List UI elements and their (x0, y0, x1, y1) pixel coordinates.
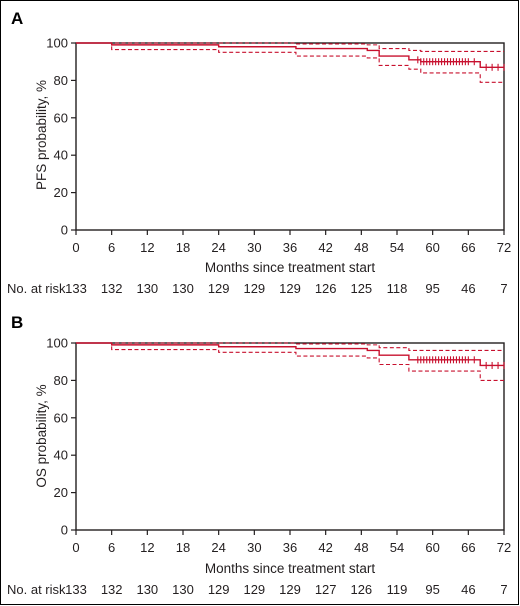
panel-b-risk-value: 132 (101, 582, 123, 597)
panel-b-risk-value: 7 (500, 582, 507, 597)
panel-a-x-tick-label: 24 (211, 240, 225, 255)
panel-a-risk-value: 129 (208, 281, 230, 296)
panel-b-label: B (11, 313, 23, 332)
panel-b-risk-value: 129 (243, 582, 265, 597)
panel-a-risk-value: 129 (279, 281, 301, 296)
panel-a-y-tick-label: 20 (54, 185, 68, 200)
panel-a-risk-value: 95 (425, 281, 439, 296)
panel-b-x-tick-label: 0 (72, 540, 79, 555)
panel-a-plot-frame (75, 42, 505, 231)
panel-a-x-tick-label: 66 (461, 240, 475, 255)
panel-a-risk-value: 118 (387, 281, 408, 296)
panel-a-risk-label: No. at risk (7, 281, 66, 296)
panel-a-x-tick-label: 48 (354, 240, 368, 255)
panel-a-y-tick-label: 100 (46, 36, 68, 51)
panel-a-x-tick-label: 54 (390, 240, 404, 255)
panel-b-x-tick-label: 60 (425, 540, 439, 555)
panel-a-y-tick-label: 60 (54, 110, 68, 125)
panel-b-risk-value: 46 (461, 582, 475, 597)
panel-a-x-tick-label: 72 (497, 240, 511, 255)
panel-a-y-tick-label: 40 (54, 148, 68, 163)
panel-b-y-tick-label: 20 (54, 485, 68, 500)
panel-b-y-axis-label: OS probability, % (34, 384, 49, 487)
panel-b-y-tick-label: 40 (54, 448, 68, 463)
panel-b-x-tick-label: 24 (211, 540, 225, 555)
panel-a-risk-value: 129 (243, 281, 265, 296)
panel-b-x-tick-label: 66 (461, 540, 475, 555)
panel-b-x-tick-label: 12 (140, 540, 154, 555)
panel-b-ci-upper-line (76, 342, 504, 352)
panel-b-x-tick-label: 36 (283, 540, 297, 555)
panel-b-x-tick-label: 18 (176, 540, 190, 555)
panel-b-y-tick-label: 80 (54, 373, 68, 388)
panel-a-y-tick-label: 80 (54, 73, 68, 88)
panel-a-risk-value: 132 (101, 281, 123, 296)
panel-b-x-tick-label: 6 (108, 540, 115, 555)
panel-a-ci-lower-line (76, 42, 504, 83)
panel-b-y-tick-label: 100 (46, 336, 68, 351)
panel-a-label: A (11, 9, 23, 28)
panel-b-risk-value: 130 (172, 582, 194, 597)
panel-b-risk-value: 127 (315, 582, 337, 597)
panel-a-x-tick-label: 18 (176, 240, 190, 255)
panel-b-risk-value: 130 (136, 582, 158, 597)
panel-a-y-tick-label: 0 (61, 223, 68, 238)
panel-a-y-axis-label: PFS probability, % (34, 80, 49, 190)
panel-a-risk-value: 46 (461, 281, 475, 296)
panel-a-x-tick-label: 36 (283, 240, 297, 255)
panel-a-x-axis-label: Months since treatment start (205, 260, 376, 275)
panel-a-risk-value: 130 (136, 281, 158, 296)
panel-b-estimate-line (76, 342, 504, 367)
panel-b-x-tick-label: 30 (247, 540, 261, 555)
panel-b-plot: 0 20 40 60 80 100 0 6 12 18 24 30 36 42 48 54 60 66 72 133 1… (46, 336, 511, 598)
panel-a-risk-value: 126 (315, 281, 337, 296)
panel-b-risk-value: 129 (279, 582, 301, 597)
panel-a-plot: 0 20 40 60 80 100 0 6 12 18 24 30 36 42 48 54 60 66 72 133 1… (46, 36, 511, 297)
panel-b-x-tick-label: 54 (390, 540, 404, 555)
panel-a-risk-value: 7 (500, 281, 507, 296)
panel-b-risk-value: 129 (208, 582, 230, 597)
panel-a-risk-value: 125 (350, 281, 372, 296)
panel-b-x-tick-label: 72 (497, 540, 511, 555)
panel-b-risk-value: 119 (387, 582, 408, 597)
panel-a-estimate-line (76, 42, 504, 69)
panel-a-x-tick-label: 30 (247, 240, 261, 255)
panel-b-y-tick-label: 0 (61, 523, 68, 538)
panel-b-risk-value: 126 (350, 582, 372, 597)
panel-a-ci-upper-line (76, 42, 504, 52)
panel-b-ci-lower-line (76, 342, 504, 381)
panel-b-risk-label: No. at risk (7, 582, 66, 597)
panel-b-x-axis-label: Months since treatment start (205, 561, 376, 576)
panel-a-risk-value: 130 (172, 281, 194, 296)
panel-b-risk-value: 95 (425, 582, 439, 597)
panel-a-risk-value: 133 (65, 281, 87, 296)
panel-a-x-tick-label: 12 (140, 240, 154, 255)
panel-a-x-tick-label: 0 (72, 240, 79, 255)
panel-b-y-tick-label: 60 (54, 410, 68, 425)
panel-a-x-tick-label: 6 (108, 240, 115, 255)
panel-b-risk-value: 133 (65, 582, 87, 597)
panel-b-x-tick-label: 48 (354, 540, 368, 555)
panel-a-x-tick-label: 42 (318, 240, 332, 255)
panel-b-x-tick-label: 42 (318, 540, 332, 555)
panel-a-x-tick-label: 60 (425, 240, 439, 255)
